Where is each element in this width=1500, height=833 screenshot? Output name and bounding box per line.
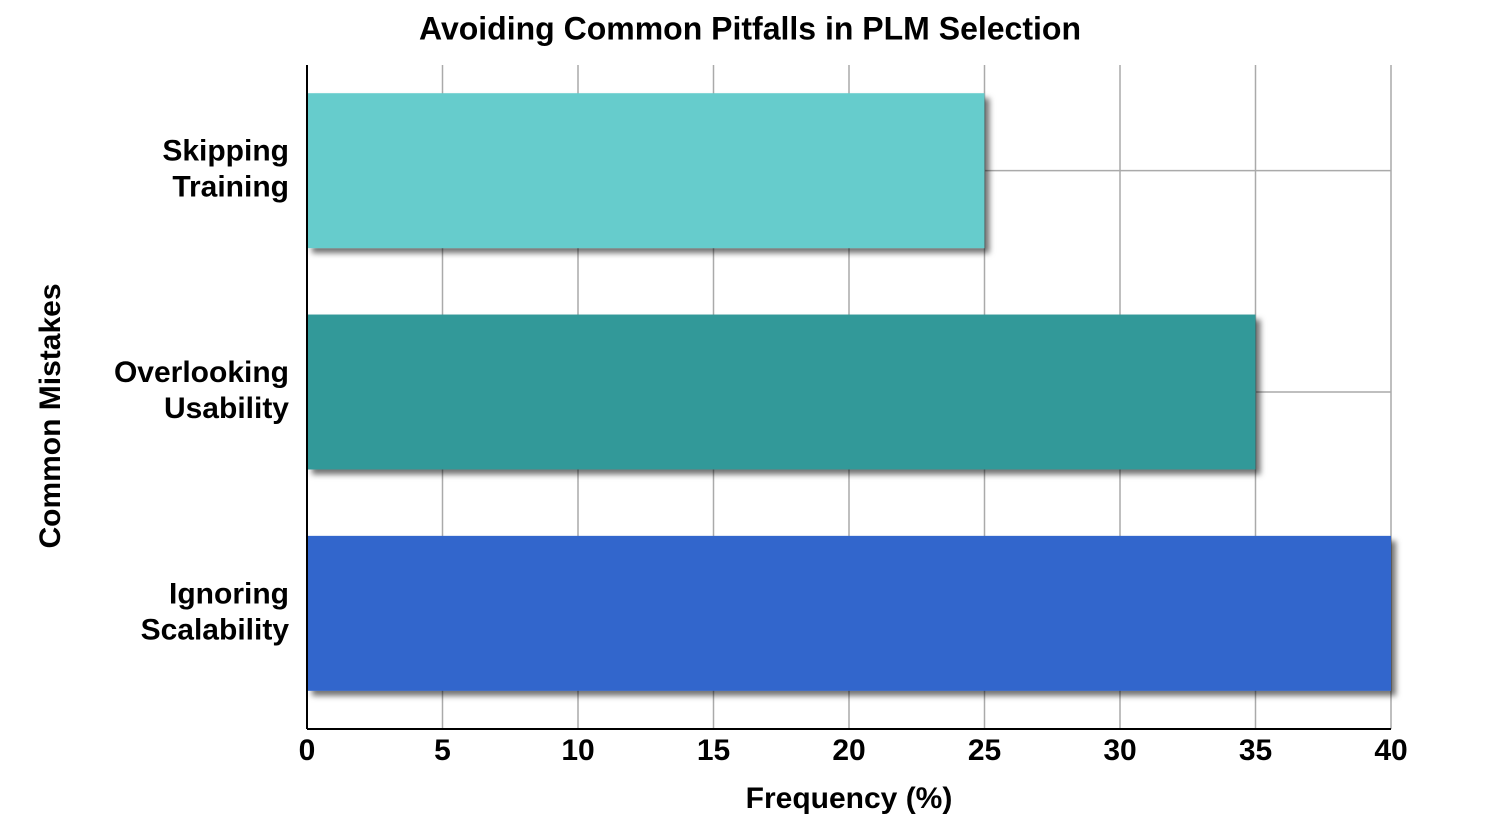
bar bbox=[307, 535, 1391, 691]
bar bbox=[307, 93, 985, 249]
x-tick-label: 5 bbox=[434, 734, 451, 767]
bars bbox=[307, 93, 1391, 691]
x-tick-label: 20 bbox=[832, 734, 865, 767]
x-tick-label: 40 bbox=[1374, 734, 1407, 767]
x-tick-label: 10 bbox=[561, 734, 594, 767]
y-tick-label: Skipping Training bbox=[162, 135, 289, 204]
x-tick-label: 30 bbox=[1103, 734, 1136, 767]
x-tick-label: 0 bbox=[299, 734, 316, 767]
y-tick-label: Ignoring Scalability bbox=[141, 577, 290, 646]
chart-title: Avoiding Common Pitfalls in PLM Selectio… bbox=[419, 10, 1081, 46]
x-tick-label: 35 bbox=[1239, 734, 1272, 767]
y-tick-label: Overlooking Usability bbox=[114, 356, 289, 425]
bar bbox=[307, 314, 1256, 470]
y-axis-label: Common Mistakes bbox=[34, 283, 67, 548]
x-tick-label: 25 bbox=[968, 734, 1001, 767]
x-tick-label: 15 bbox=[697, 734, 730, 767]
x-axis-label: Frequency (%) bbox=[746, 782, 953, 815]
